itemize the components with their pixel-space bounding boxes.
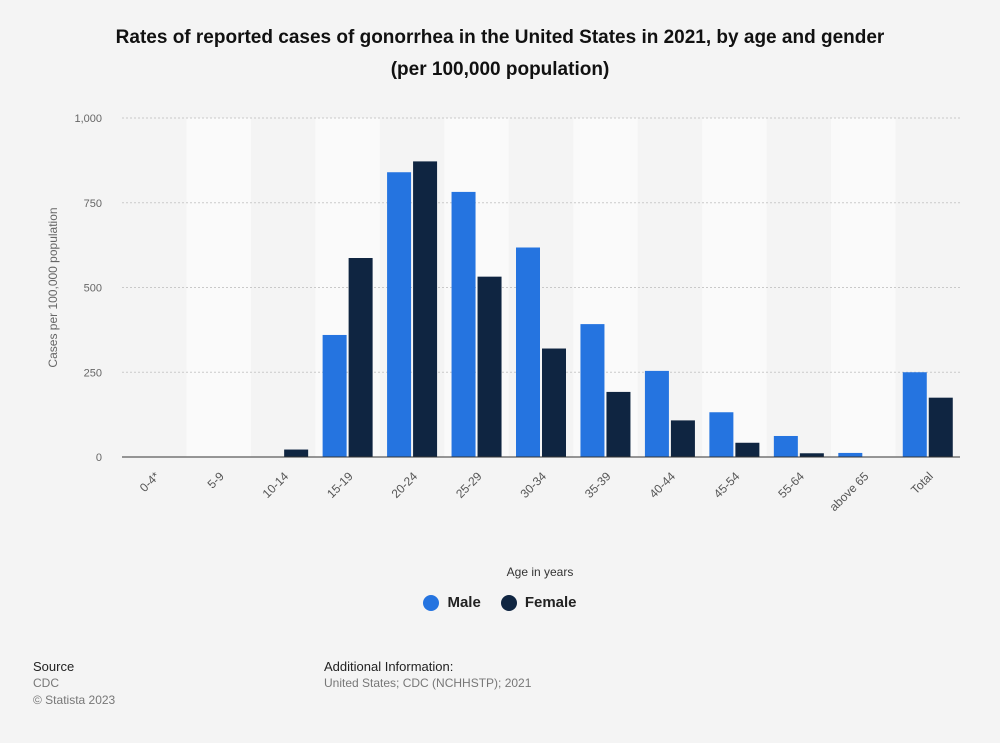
y-axis-label: Cases per 100,000 population xyxy=(46,207,60,367)
x-axis-label: Age in years xyxy=(506,565,574,579)
legend-item-female[interactable]: Female xyxy=(500,594,577,611)
y-tick-label: 750 xyxy=(84,198,102,210)
x-tick-label: 10-14 xyxy=(260,469,292,501)
additional-info-text: United States; CDC (NCHHSTP); 2021 xyxy=(324,676,532,690)
bar-female xyxy=(928,397,953,457)
source-name: CDC xyxy=(33,676,59,690)
additional-info-block: Additional Information: United States; C… xyxy=(324,658,531,692)
legend-swatch-female xyxy=(500,594,517,611)
legend-label-female: Female xyxy=(524,594,577,611)
chart-title-main: Rates of reported cases of gonorrhea in … xyxy=(115,27,885,48)
legend-swatch-male xyxy=(423,594,440,611)
x-tick-label: 20-24 xyxy=(389,469,421,501)
x-tick-label: 30-34 xyxy=(518,469,550,501)
x-tick-label: 40-44 xyxy=(646,469,678,501)
legend-item-male[interactable]: Male xyxy=(423,594,481,611)
y-tick-label: 1,000 xyxy=(74,113,102,125)
bar-male xyxy=(838,452,863,457)
x-tick-label: Total xyxy=(908,469,936,497)
bar-female xyxy=(284,449,309,457)
bar-chart: 0 250 500 750 1,000 Cases per 100,000 populat… xyxy=(46,113,960,514)
x-tick-label: 5-9 xyxy=(205,469,227,491)
source-block: Source CDC © Statista 2023 xyxy=(33,658,115,709)
bar-female xyxy=(542,348,566,457)
additional-info-heading: Additional Information: xyxy=(324,659,454,674)
bar-female xyxy=(606,391,631,457)
copyright: © Statista 2023 xyxy=(33,693,116,707)
y-tick-label: 250 xyxy=(84,367,102,379)
legend-label-male: Male xyxy=(447,594,481,611)
x-tick-label: 25-29 xyxy=(453,469,485,501)
y-tick-label: 500 xyxy=(84,283,102,295)
bar-female xyxy=(735,442,760,457)
bar-male xyxy=(644,370,669,457)
legend: Male Female xyxy=(0,594,1000,611)
bar-male xyxy=(387,172,412,458)
bar-female xyxy=(477,276,502,457)
chart-title: Rates of reported cases of gonorrhea in … xyxy=(40,22,960,86)
x-tick-label: 0-4* xyxy=(137,469,163,495)
chart-subtitle: (per 100,000 population) xyxy=(390,59,610,80)
source-heading: Source xyxy=(33,659,75,674)
bar-male xyxy=(902,372,927,457)
x-tick-label: 55-64 xyxy=(775,469,807,501)
bar-male xyxy=(773,435,798,457)
bar-male xyxy=(516,247,540,457)
bar-female xyxy=(799,453,824,457)
x-tick-label: 35-39 xyxy=(582,469,614,501)
bar-female xyxy=(348,258,373,457)
x-tick-label: 15-19 xyxy=(324,469,356,501)
bar-male xyxy=(322,334,347,457)
bar-male xyxy=(451,191,476,458)
bar-female xyxy=(413,161,438,457)
bar-male xyxy=(580,324,605,457)
x-tick-label: 45-54 xyxy=(711,469,743,501)
y-tick-label: 0 xyxy=(96,452,102,464)
bar-female xyxy=(670,420,695,457)
x-tick-label: above 65 xyxy=(827,469,872,514)
bar-male xyxy=(709,412,734,457)
